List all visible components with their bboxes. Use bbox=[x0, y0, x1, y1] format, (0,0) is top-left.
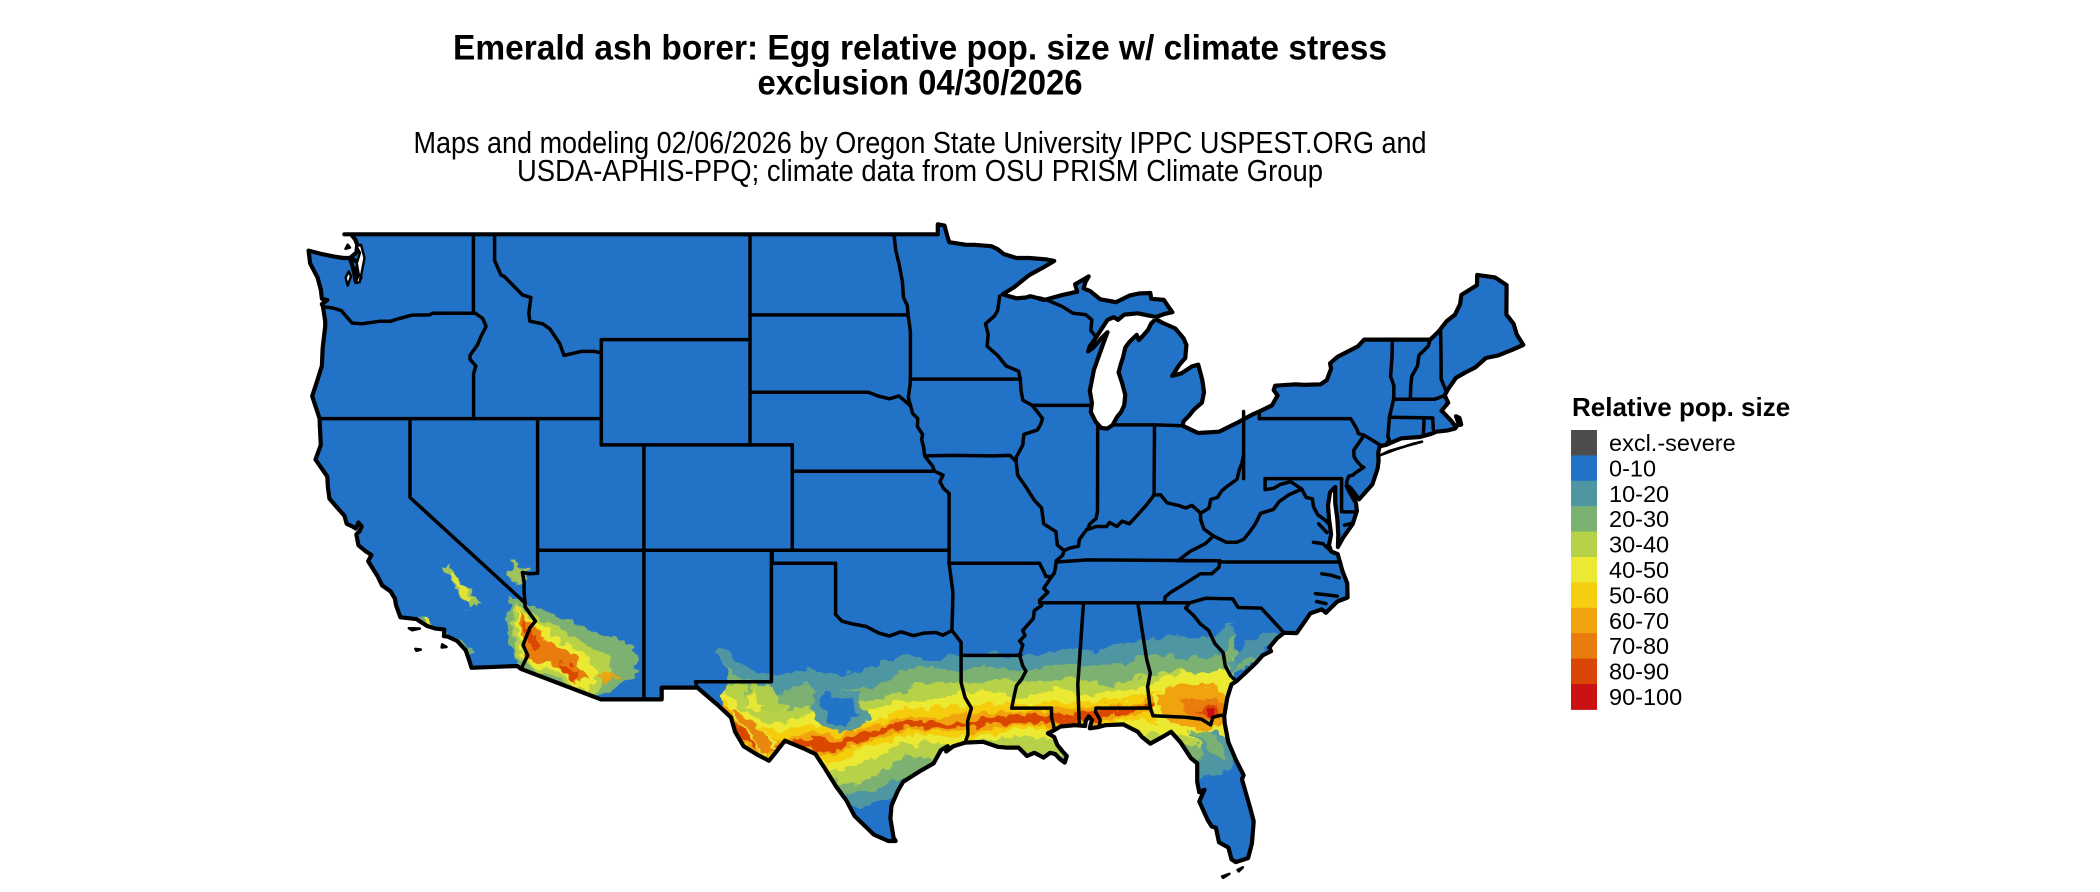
svg-text:Relative pop. size: Relative pop. size bbox=[1572, 392, 1790, 422]
svg-text:50-60: 50-60 bbox=[1609, 582, 1669, 608]
svg-text:exclusion 04/30/2026: exclusion 04/30/2026 bbox=[758, 64, 1083, 103]
svg-text:Maps and modeling 02/06/2026 b: Maps and modeling 02/06/2026 by Oregon S… bbox=[414, 125, 1427, 160]
svg-text:30-40: 30-40 bbox=[1609, 532, 1669, 558]
svg-text:excl.-severe: excl.-severe bbox=[1609, 430, 1736, 456]
svg-text:10-20: 10-20 bbox=[1609, 481, 1669, 507]
svg-text:80-90: 80-90 bbox=[1609, 659, 1669, 685]
svg-text:40-50: 40-50 bbox=[1609, 557, 1669, 583]
svg-text:Emerald ash borer: Egg relativ: Emerald ash borer: Egg relative pop. siz… bbox=[453, 29, 1387, 68]
svg-text:0-10: 0-10 bbox=[1609, 455, 1656, 481]
svg-text:USDA-APHIS-PPQ; climate data f: USDA-APHIS-PPQ; climate data from OSU PR… bbox=[517, 153, 1323, 188]
svg-text:70-80: 70-80 bbox=[1609, 633, 1669, 659]
svg-text:90-100: 90-100 bbox=[1609, 684, 1682, 710]
svg-text:20-30: 20-30 bbox=[1609, 506, 1669, 532]
svg-text:60-70: 60-70 bbox=[1609, 608, 1669, 634]
